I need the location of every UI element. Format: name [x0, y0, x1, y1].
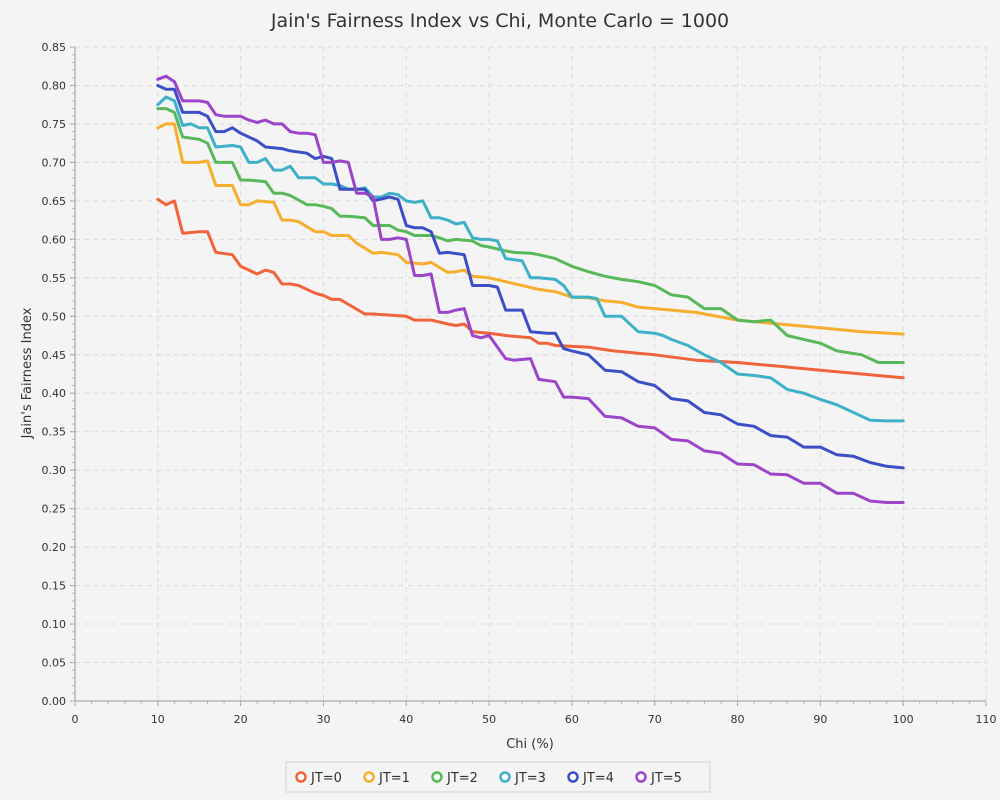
y-tick-label: 0.55: [42, 272, 67, 285]
legend-marker: [567, 771, 579, 783]
series-line-jt-4: [156, 84, 905, 470]
legend-label: JT=0: [310, 771, 342, 786]
series-line-jt-5: [156, 74, 905, 504]
y-tick-label: 0.05: [42, 657, 67, 670]
y-tick-label: 0.40: [42, 387, 67, 400]
y-tick-label: 0.80: [42, 79, 67, 92]
grid: [75, 46, 987, 701]
series-line-jt-2: [156, 107, 905, 364]
y-tick-label: 0.30: [42, 464, 67, 477]
legend-label: JT=4: [582, 771, 614, 786]
y-tick-label: 0.45: [42, 349, 67, 362]
x-tick-label: 100: [893, 713, 914, 726]
series-line-jt-0: [156, 197, 905, 380]
y-tick-label: 0.70: [42, 156, 67, 169]
legend-marker: [499, 771, 511, 783]
y-axis-label: Jain's Fairness Index: [20, 307, 35, 439]
legend: JT=0 JT=1 JT=2 JT=3 JT=4 JT=5: [285, 761, 711, 793]
legend-marker: [635, 771, 647, 783]
y-tick-label: 0.10: [42, 618, 67, 631]
legend-label: JT=3: [514, 771, 546, 786]
x-tick-label: 20: [234, 713, 248, 726]
x-axis-label: Chi (%): [506, 737, 554, 752]
x-tick-label: 110: [976, 713, 997, 726]
x-tick-label: 40: [399, 713, 413, 726]
x-tick-label: 50: [482, 713, 496, 726]
y-tick-label: 0.75: [42, 118, 67, 131]
legend-marker: [295, 771, 307, 783]
series-line-jt-3: [156, 95, 905, 423]
legend-label: JT=2: [446, 771, 478, 786]
legend-marker: [431, 771, 443, 783]
chart-title: Jain's Fairness Index vs Chi, Monte Carl…: [270, 10, 729, 32]
legend-label: JT=1: [378, 771, 410, 786]
axes: 0.00 0.05 0.10 0.15 0.20 0.25 0.30 0.35 0.40 0.45…: [42, 41, 997, 726]
x-tick-label: 0: [72, 713, 79, 726]
y-tick-label: 0.20: [42, 541, 67, 554]
y-tick-label: 0.60: [42, 233, 67, 246]
series-line-jt-1: [156, 122, 905, 336]
y-tick-label: 0.25: [42, 503, 67, 516]
legend-label: JT=5: [650, 771, 682, 786]
y-tick-label: 0.50: [42, 310, 67, 323]
x-tick-label: 70: [648, 713, 662, 726]
x-tick-label: 10: [151, 713, 165, 726]
x-tick-label: 60: [565, 713, 579, 726]
legend-marker: [363, 771, 375, 783]
x-tick-label: 30: [316, 713, 330, 726]
x-tick-label: 90: [813, 713, 827, 726]
y-tick-label: 0.65: [42, 195, 67, 208]
plot-area: [75, 47, 986, 701]
y-tick-label: 0.35: [42, 426, 67, 439]
y-tick-label: 0.85: [42, 41, 67, 54]
y-tick-label: 0.15: [42, 580, 67, 593]
series-layer: [156, 74, 905, 504]
x-tick-label: 80: [731, 713, 745, 726]
y-tick-label: 0.00: [42, 695, 67, 708]
